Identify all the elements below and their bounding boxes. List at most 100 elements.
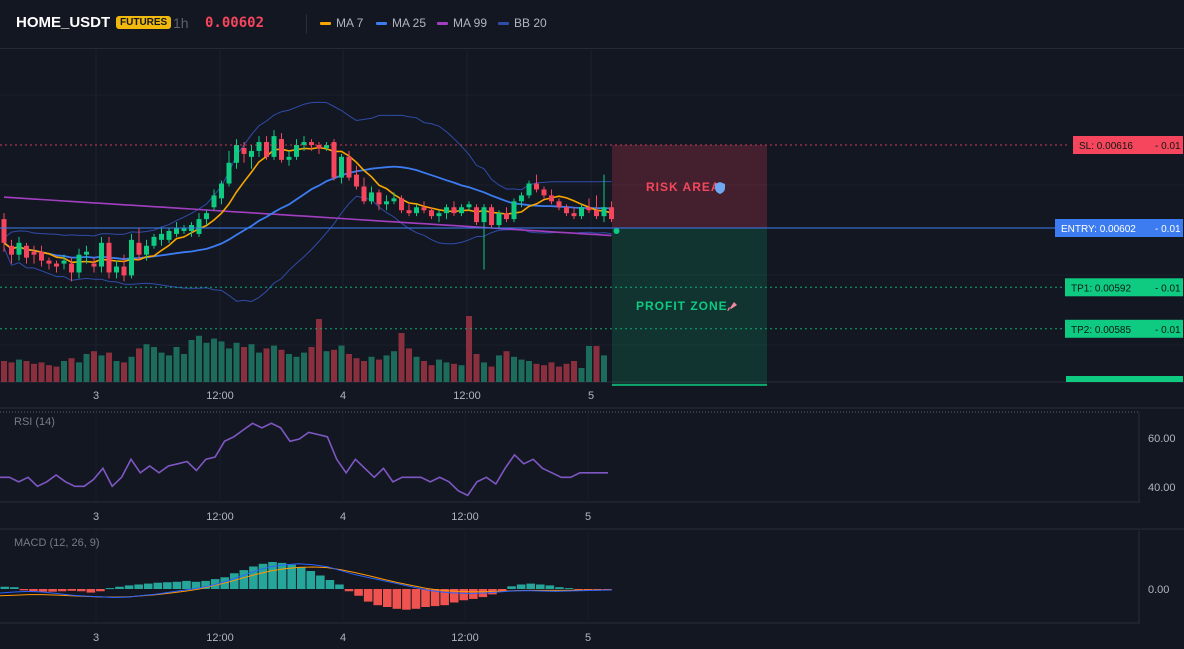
- candle[interactable]: [46, 260, 52, 264]
- macd-pane[interactable]: MACD (12, 26, 9) 0.00 3 12:00 4 12:00 5: [0, 531, 1169, 644]
- candle[interactable]: [316, 145, 322, 148]
- level-tag[interactable]: [1055, 219, 1183, 237]
- candle[interactable]: [271, 136, 277, 157]
- candle[interactable]: [556, 201, 562, 208]
- candle[interactable]: [354, 174, 359, 187]
- candle[interactable]: [129, 239, 134, 276]
- candle[interactable]: [549, 195, 554, 202]
- candle[interactable]: [406, 210, 412, 214]
- macd-hist-bar: [344, 589, 354, 592]
- rsi-pane[interactable]: RSI (14) 60.00 40.00 3 12:00 4 12:00 5: [0, 411, 1176, 523]
- candle[interactable]: [159, 233, 164, 240]
- candle[interactable]: [9, 245, 14, 255]
- candle[interactable]: [399, 198, 404, 211]
- candle[interactable]: [414, 207, 419, 214]
- candle[interactable]: [391, 198, 397, 202]
- level-tag[interactable]: [1065, 278, 1183, 297]
- candle[interactable]: [234, 145, 239, 163]
- candle[interactable]: [279, 139, 284, 160]
- candle[interactable]: [436, 213, 442, 217]
- candle[interactable]: [541, 189, 547, 196]
- candle[interactable]: [16, 242, 22, 255]
- candle[interactable]: [564, 207, 569, 214]
- candle[interactable]: [1, 219, 7, 243]
- candle[interactable]: [594, 210, 599, 217]
- candle[interactable]: [174, 228, 179, 234]
- candle[interactable]: [294, 145, 299, 157]
- candle[interactable]: [84, 251, 89, 255]
- candle[interactable]: [264, 142, 269, 157]
- candle[interactable]: [91, 263, 97, 267]
- candles[interactable]: [1, 130, 620, 282]
- price-levels[interactable]: SL: 0.00616 - 0.01 ENTRY: 0.00602 - 0.01 TP1…: [0, 136, 1183, 382]
- candle[interactable]: [481, 207, 487, 223]
- candle[interactable]: [309, 142, 314, 145]
- candle[interactable]: [339, 156, 344, 178]
- candle[interactable]: [534, 183, 539, 190]
- candle[interactable]: [211, 195, 217, 208]
- level-tag[interactable]: [1065, 319, 1183, 338]
- candle[interactable]: [376, 192, 382, 205]
- candle[interactable]: [609, 207, 614, 220]
- candle[interactable]: [601, 207, 607, 217]
- candle[interactable]: [429, 210, 434, 217]
- candle[interactable]: [369, 192, 374, 202]
- candle[interactable]: [571, 213, 577, 217]
- candle[interactable]: [61, 260, 67, 264]
- timeframe-label[interactable]: 1h: [173, 15, 189, 31]
- symbol-title[interactable]: HOME_USDT: [16, 14, 111, 31]
- candle[interactable]: [504, 213, 509, 220]
- level-tag[interactable]: [1073, 136, 1183, 154]
- candle[interactable]: [301, 142, 307, 145]
- candle[interactable]: [219, 183, 224, 199]
- candle[interactable]: [166, 230, 172, 240]
- legend-ma7[interactable]: MA 7: [320, 16, 363, 30]
- candle[interactable]: [69, 263, 74, 273]
- candle[interactable]: [121, 266, 127, 276]
- candle[interactable]: [151, 236, 157, 246]
- candle[interactable]: [99, 242, 104, 267]
- bb-upper: [3, 101, 612, 239]
- candle[interactable]: [324, 145, 329, 148]
- macd-hist-bar: [574, 589, 583, 590]
- candle[interactable]: [346, 156, 352, 178]
- legend-ma25[interactable]: MA 25: [376, 16, 426, 30]
- candle[interactable]: [136, 242, 142, 255]
- candle[interactable]: [489, 207, 494, 226]
- candle[interactable]: [579, 207, 584, 217]
- candle[interactable]: [76, 254, 82, 273]
- candle[interactable]: [24, 245, 29, 258]
- candle[interactable]: [226, 162, 232, 184]
- macd-hist-bar: [153, 582, 163, 589]
- candle[interactable]: [181, 228, 187, 231]
- candle[interactable]: [331, 142, 337, 178]
- candle[interactable]: [474, 207, 479, 223]
- legend-bb20[interactable]: BB 20: [498, 16, 547, 30]
- candle[interactable]: [106, 242, 112, 273]
- candle[interactable]: [421, 207, 427, 211]
- candle[interactable]: [526, 183, 532, 196]
- candle[interactable]: [54, 263, 59, 267]
- candle[interactable]: [144, 245, 149, 255]
- candle[interactable]: [256, 142, 262, 151]
- candle[interactable]: [466, 204, 472, 208]
- candle[interactable]: [459, 207, 464, 214]
- candle[interactable]: [286, 156, 292, 160]
- candle[interactable]: [114, 266, 119, 273]
- candle[interactable]: [31, 251, 37, 255]
- candle[interactable]: [361, 186, 367, 202]
- candle[interactable]: [496, 213, 502, 226]
- candle[interactable]: [39, 251, 44, 261]
- candle[interactable]: [196, 219, 202, 234]
- candle[interactable]: [586, 207, 592, 211]
- candle[interactable]: [241, 147, 247, 154]
- candle[interactable]: [384, 201, 389, 205]
- candle[interactable]: [249, 150, 254, 157]
- legend-ma99[interactable]: MA 99: [437, 16, 487, 30]
- candle[interactable]: [511, 201, 517, 220]
- candle[interactable]: [451, 207, 457, 214]
- candle[interactable]: [444, 207, 449, 214]
- candle[interactable]: [204, 213, 209, 220]
- candle[interactable]: [519, 195, 524, 202]
